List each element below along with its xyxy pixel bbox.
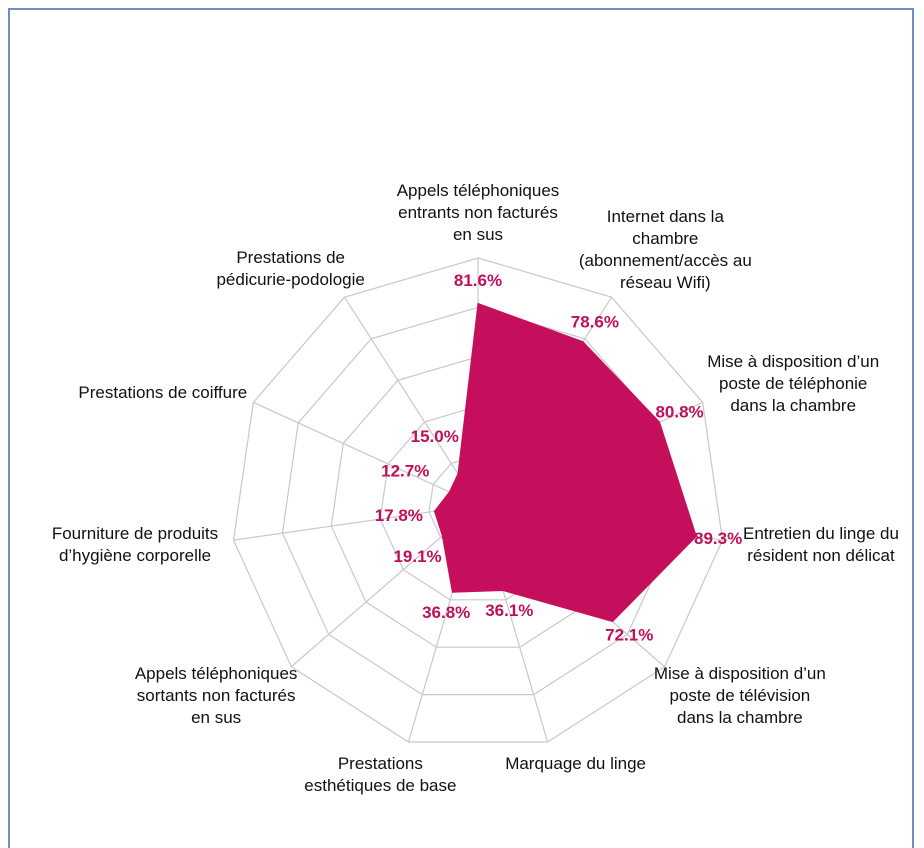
value-label: 80.8% xyxy=(655,402,703,421)
value-label: 15.0% xyxy=(411,427,459,446)
grid-ring xyxy=(232,257,724,743)
value-label: 12.7% xyxy=(381,461,429,480)
category-label: Marquage du linge xyxy=(505,754,647,774)
value-label: 72.1% xyxy=(605,626,653,645)
category-label: Prestations esthétiques de base xyxy=(304,753,457,795)
frame xyxy=(8,8,914,848)
value-label: 19.1% xyxy=(393,547,441,566)
spoke xyxy=(343,296,479,506)
category-label: Prestations de pédicurie-podologie xyxy=(216,247,365,289)
category-label: Entretien du linge du résident non délic… xyxy=(742,523,899,565)
category-label: Appels téléphoniques sortants non factur… xyxy=(134,664,298,728)
value-label: 89.3% xyxy=(694,529,742,548)
category-label: Mise à disposition d’un poste de télévis… xyxy=(653,664,826,728)
spoke xyxy=(253,401,479,506)
data-area xyxy=(433,302,697,623)
category-label: Prestations de coiffure xyxy=(78,382,248,402)
category-label: Appels téléphoniques entrants non factur… xyxy=(396,181,560,244)
category-label: Mise à disposition d’un poste de télépho… xyxy=(707,351,880,415)
value-label: 36.8% xyxy=(422,603,470,622)
value-label: 81.6% xyxy=(454,271,502,290)
value-label: 17.8% xyxy=(375,506,423,525)
category-label: Internet dans la chambre (abonnement/acc… xyxy=(578,207,752,293)
value-label: 78.6% xyxy=(571,313,619,332)
value-label: 36.1% xyxy=(485,601,533,620)
category-label: Fourniture de produits d’hygiène corpore… xyxy=(51,523,219,565)
